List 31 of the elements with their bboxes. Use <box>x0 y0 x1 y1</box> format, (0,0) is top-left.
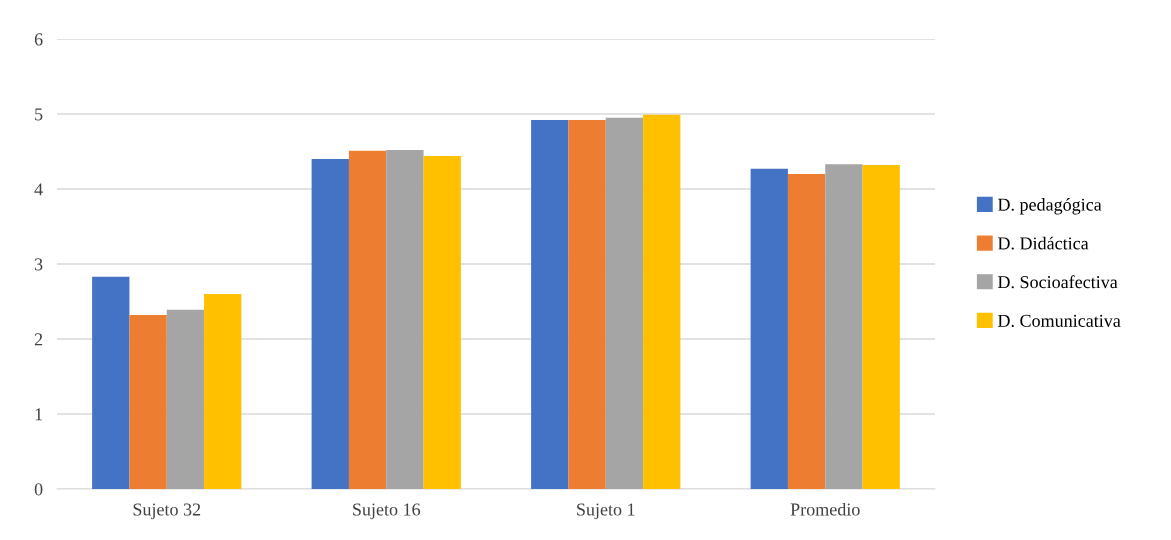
bar <box>423 156 461 489</box>
bar <box>750 168 788 489</box>
x-tick-label: Promedio <box>790 502 860 516</box>
y-tick-label: 6 <box>34 33 43 46</box>
bar <box>204 294 242 489</box>
bar <box>568 120 606 489</box>
bar <box>787 174 826 489</box>
bar <box>643 114 681 489</box>
bar <box>862 165 900 489</box>
y-tick-label: 3 <box>34 258 43 271</box>
bar <box>166 309 205 489</box>
bar <box>348 150 387 489</box>
bar <box>386 150 424 489</box>
x-tick-label: Sujeto 16 <box>353 503 421 520</box>
y-tick-label: 5 <box>35 108 43 121</box>
bar <box>129 315 167 489</box>
y-tick-label: 0 <box>34 483 43 496</box>
legend-label: D. Socioafectiva <box>997 275 1118 289</box>
legend-label: D. Didáctica <box>997 236 1089 250</box>
bar <box>531 120 569 489</box>
bar <box>605 117 644 489</box>
bar <box>825 164 863 489</box>
y-tick-label: 2 <box>34 333 43 346</box>
y-tick-label: 4 <box>34 183 43 196</box>
y-tick-label: 1 <box>35 408 43 421</box>
bar <box>92 276 130 489</box>
bar <box>311 159 349 489</box>
x-tick-label: Sujeto 1 <box>577 503 635 520</box>
legend-label: D. pedagógica <box>997 198 1102 215</box>
x-tick-label: Sujeto 32 <box>133 503 201 520</box>
legend-label: D. Comunicativa <box>997 314 1121 327</box>
